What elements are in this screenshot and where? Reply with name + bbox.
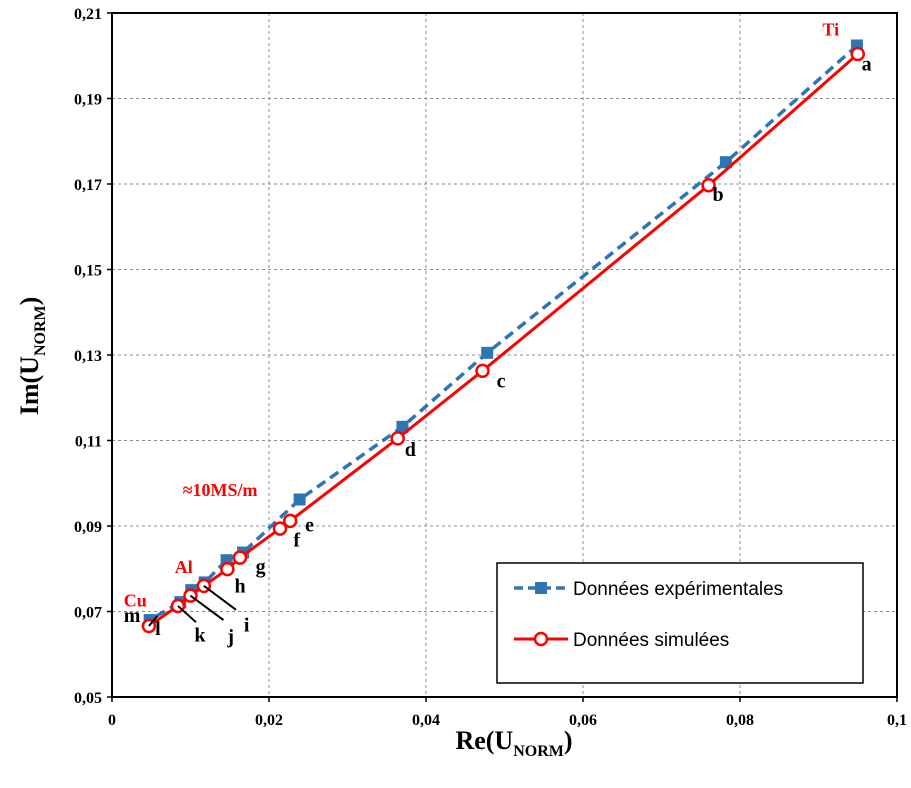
leader-line bbox=[177, 605, 197, 623]
leader-line bbox=[189, 594, 225, 621]
y-tick-label: 0,17 bbox=[74, 177, 102, 194]
point-label: i bbox=[244, 615, 250, 637]
material-annotation: Ti bbox=[822, 20, 839, 40]
point-label: k bbox=[194, 624, 206, 646]
point-label: f bbox=[293, 530, 300, 552]
y-tick-label: 0,09 bbox=[74, 519, 102, 536]
experimental-point bbox=[293, 493, 306, 506]
leader-line bbox=[203, 585, 237, 611]
simulated-point bbox=[282, 513, 298, 529]
y-axis-title: Im(UNORM) bbox=[15, 297, 49, 416]
point-label: a bbox=[862, 54, 872, 76]
material-annotation: ≈10MS/m bbox=[183, 480, 258, 500]
x-tick-label: 0,04 bbox=[412, 712, 440, 729]
point-label: e bbox=[305, 515, 314, 537]
point-label: g bbox=[256, 556, 266, 578]
y-axis-ticks: 0,05 0,07 0,09 0,11 0,13 0,15 0,17 0,19 0,21 bbox=[74, 6, 112, 707]
point-label: h bbox=[234, 575, 245, 597]
x-tick-label: 0,1 bbox=[887, 712, 907, 729]
simulated-point bbox=[272, 521, 288, 536]
experimental-point bbox=[396, 420, 409, 433]
simulated-point bbox=[475, 363, 490, 379]
legend-item-experimental: Données expérimentales bbox=[514, 579, 783, 600]
legend-item-simulated: Données simulées bbox=[514, 630, 729, 651]
simulated-point bbox=[850, 46, 865, 62]
x-tick-label: 0,02 bbox=[255, 712, 283, 729]
x-tick-label: 0,08 bbox=[726, 712, 754, 729]
experimental-point bbox=[481, 346, 494, 359]
x-axis-title: Re(UNORM) bbox=[455, 726, 572, 760]
point-label: b bbox=[713, 184, 724, 206]
legend-box bbox=[496, 562, 864, 684]
point-label: c bbox=[497, 370, 506, 392]
point-label: m bbox=[124, 605, 141, 627]
point-label: d bbox=[405, 439, 416, 461]
annotations: Ti ≈10MS/m Al Cu bbox=[124, 20, 839, 611]
grid bbox=[112, 13, 897, 697]
y-tick-label: 0,19 bbox=[74, 92, 102, 109]
y-tick-label: 0,13 bbox=[74, 348, 102, 365]
x-tick-label: 0,06 bbox=[569, 712, 597, 729]
y-tick-label: 0,21 bbox=[74, 6, 102, 23]
x-tick-label: 0 bbox=[108, 712, 116, 729]
y-tick-label: 0,15 bbox=[74, 263, 102, 280]
simulated-point bbox=[220, 561, 235, 577]
y-tick-label: 0,07 bbox=[74, 605, 102, 622]
material-annotation: Al bbox=[175, 557, 193, 577]
x-axis-ticks: 0 0,02 0,04 0,06 0,08 0,1 bbox=[108, 697, 907, 729]
experimental-point bbox=[719, 156, 732, 169]
legend-simulated-label: Données simulées bbox=[573, 630, 729, 651]
leader-line bbox=[148, 615, 159, 627]
legend-experimental-label: Données expérimentales bbox=[573, 579, 783, 600]
simulated-point bbox=[232, 550, 248, 565]
simulated-point bbox=[701, 178, 716, 193]
point-label: j bbox=[226, 626, 234, 648]
legend: Données expérimentales Données simulées bbox=[496, 562, 864, 684]
simulated-point bbox=[390, 431, 405, 446]
material-annotation: Cu bbox=[124, 590, 147, 610]
leader-lines bbox=[148, 585, 237, 627]
legend-simulated-marker bbox=[533, 631, 549, 647]
y-tick-label: 0,11 bbox=[75, 434, 102, 451]
legend-experimental-marker bbox=[535, 582, 547, 594]
y-tick-label: 0,05 bbox=[74, 690, 102, 707]
point-label: l bbox=[155, 618, 161, 640]
